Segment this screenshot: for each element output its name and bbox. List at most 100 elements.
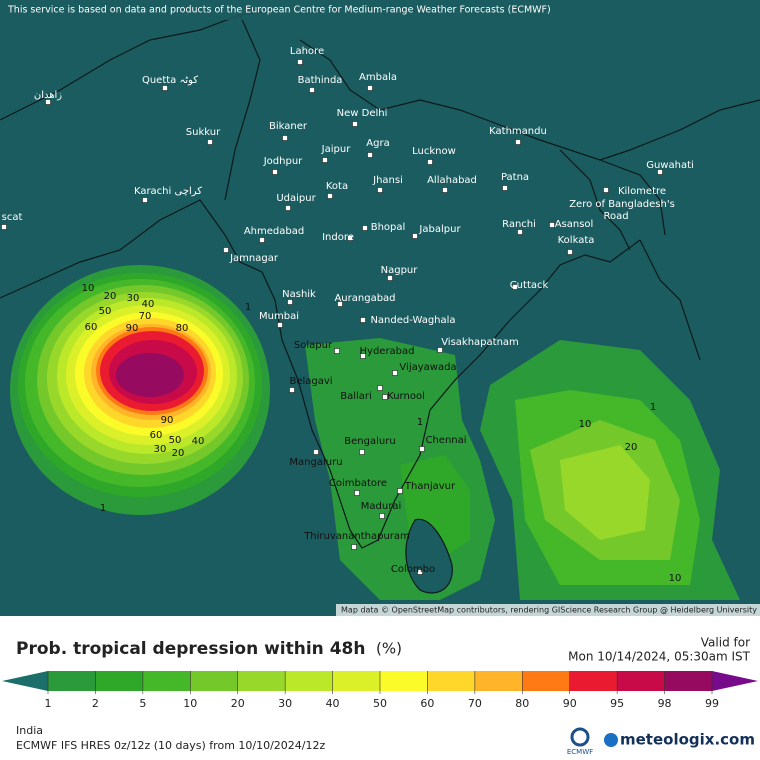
contour-label: 30 bbox=[154, 444, 167, 455]
city-label: Ballari bbox=[340, 391, 372, 402]
city-dot bbox=[327, 193, 333, 199]
title: Prob. tropical depression within 48h bbox=[16, 639, 365, 659]
city-label: Nashik bbox=[282, 289, 316, 300]
city-label: Hyderabad bbox=[360, 346, 415, 357]
colorbar-label: 80 bbox=[515, 697, 529, 710]
city-dot bbox=[379, 513, 385, 519]
city-dot bbox=[334, 348, 340, 354]
contour-label: 80 bbox=[176, 323, 189, 334]
city-label: Zero of Bangladesh's bbox=[569, 199, 675, 210]
city-label: Chennai bbox=[425, 435, 466, 446]
colorbar-segment bbox=[332, 671, 381, 691]
city-label: New Delhi bbox=[337, 108, 388, 119]
city-label: Road bbox=[603, 211, 628, 222]
city-label: Solapur bbox=[294, 340, 333, 351]
city-label: Aurangabad bbox=[334, 293, 395, 304]
contour-label: 10 bbox=[579, 419, 592, 430]
city-dot bbox=[549, 222, 555, 228]
city-label: Quetta کوٹہ bbox=[142, 75, 198, 86]
colorbar-label: 90 bbox=[563, 697, 577, 710]
region: India bbox=[16, 724, 43, 737]
city-label: Jodhpur bbox=[263, 156, 303, 167]
city-dot bbox=[1, 224, 7, 230]
city-dot bbox=[512, 284, 518, 290]
colorbar-segment bbox=[380, 671, 428, 691]
city-dot bbox=[142, 197, 148, 203]
city-dot bbox=[567, 249, 573, 255]
city-dot bbox=[657, 169, 663, 175]
city-dot bbox=[382, 394, 388, 400]
contour-label: 1 bbox=[100, 503, 106, 514]
colorbar-segment bbox=[522, 671, 571, 691]
city-label: Guwahati bbox=[646, 160, 694, 171]
city-dot bbox=[45, 99, 51, 105]
coastline bbox=[639, 239, 701, 361]
city-label: Ahmedabad bbox=[244, 226, 304, 237]
city-dot bbox=[360, 317, 366, 323]
city-label: Lahore bbox=[290, 46, 324, 57]
field bbox=[560, 445, 650, 540]
contour-label: 1 bbox=[650, 402, 656, 413]
city-dot bbox=[297, 59, 303, 65]
city-dot bbox=[502, 185, 508, 191]
city-label: Coimbatore bbox=[329, 478, 387, 489]
border-line bbox=[559, 149, 666, 251]
contour-label: 10 bbox=[82, 283, 95, 294]
city-dot bbox=[282, 135, 288, 141]
city-dot bbox=[359, 449, 365, 455]
model-info: ECMWF IFS HRES 0z/12z (10 days) from 10/… bbox=[16, 739, 326, 752]
city-label: Belagavi bbox=[289, 376, 332, 387]
contour-label: 20 bbox=[104, 291, 117, 302]
contour-label: 70 bbox=[139, 311, 152, 322]
colorbar-label: 30 bbox=[278, 697, 292, 710]
city-label: Kota bbox=[326, 181, 348, 192]
city-dot bbox=[322, 157, 328, 163]
colorbar-label: 60 bbox=[420, 697, 434, 710]
city-label: Ranchi bbox=[502, 219, 536, 230]
city-label: Cuttack bbox=[510, 280, 549, 291]
city-dot bbox=[360, 353, 366, 359]
city-dot bbox=[517, 229, 523, 235]
city-label: Lucknow bbox=[412, 146, 456, 157]
city-dot bbox=[367, 152, 373, 158]
contour-label: 1 bbox=[417, 417, 423, 428]
valid-time: Mon 10/14/2024, 05:30am IST bbox=[568, 650, 751, 664]
contour-label: 90 bbox=[126, 323, 139, 334]
city-label: Vijayawada bbox=[399, 362, 456, 373]
colorbar-segment bbox=[285, 671, 334, 691]
valid-label: Valid for bbox=[701, 636, 750, 650]
colorbar-label: 50 bbox=[373, 697, 387, 710]
contour-label: 60 bbox=[85, 322, 98, 333]
colorbar-high bbox=[712, 671, 758, 691]
city-label: Bathinda bbox=[298, 75, 343, 86]
colorbar-label: 70 bbox=[468, 697, 482, 710]
colorbar-label: 10 bbox=[183, 697, 197, 710]
city-label: Colombo bbox=[391, 564, 435, 575]
city-label: Jabalpur bbox=[418, 224, 461, 235]
contour-label: 90 bbox=[161, 415, 174, 426]
colorbar-segment bbox=[142, 671, 191, 691]
colorbar-segment bbox=[237, 671, 286, 691]
colorbar-segment bbox=[48, 671, 96, 691]
city-dot bbox=[354, 490, 360, 496]
city-dot bbox=[309, 87, 315, 93]
city-dot bbox=[515, 139, 521, 145]
banner: This service is based on data and produc… bbox=[7, 5, 551, 16]
coastline bbox=[0, 199, 641, 549]
city-dot bbox=[162, 85, 168, 91]
city-label: Thanjavur bbox=[404, 481, 456, 492]
city-label: Nagpur bbox=[381, 265, 419, 276]
contour-label: 10 bbox=[669, 573, 682, 584]
city-dot bbox=[377, 187, 383, 193]
city-label: Jamnagar bbox=[229, 253, 279, 264]
city-dot bbox=[259, 237, 265, 243]
colorbar-segment bbox=[474, 671, 523, 691]
city-label: Kathmandu bbox=[489, 126, 547, 137]
colorbar-segment bbox=[617, 671, 666, 691]
city-dot bbox=[377, 385, 383, 391]
colorbar-label: 99 bbox=[705, 697, 719, 710]
colorbar-label: 2 bbox=[92, 697, 99, 710]
city-dot bbox=[417, 569, 423, 575]
city-dot bbox=[287, 299, 293, 305]
city-dot bbox=[412, 233, 418, 239]
